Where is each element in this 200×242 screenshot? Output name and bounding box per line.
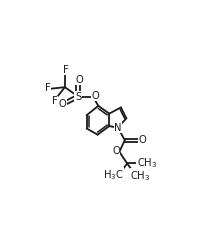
- Text: N: N: [113, 123, 121, 133]
- Text: F: F: [63, 65, 68, 75]
- Text: S: S: [75, 91, 81, 101]
- Text: F: F: [44, 83, 50, 93]
- Text: O: O: [91, 91, 98, 101]
- Text: CH$_3$: CH$_3$: [130, 169, 150, 182]
- Text: CH$_3$: CH$_3$: [136, 156, 156, 170]
- Text: H$_3$C: H$_3$C: [103, 168, 123, 182]
- Text: O: O: [112, 146, 119, 156]
- Text: O: O: [75, 75, 83, 85]
- Text: O: O: [58, 98, 66, 108]
- Text: O: O: [138, 135, 145, 145]
- Text: F: F: [51, 97, 57, 106]
